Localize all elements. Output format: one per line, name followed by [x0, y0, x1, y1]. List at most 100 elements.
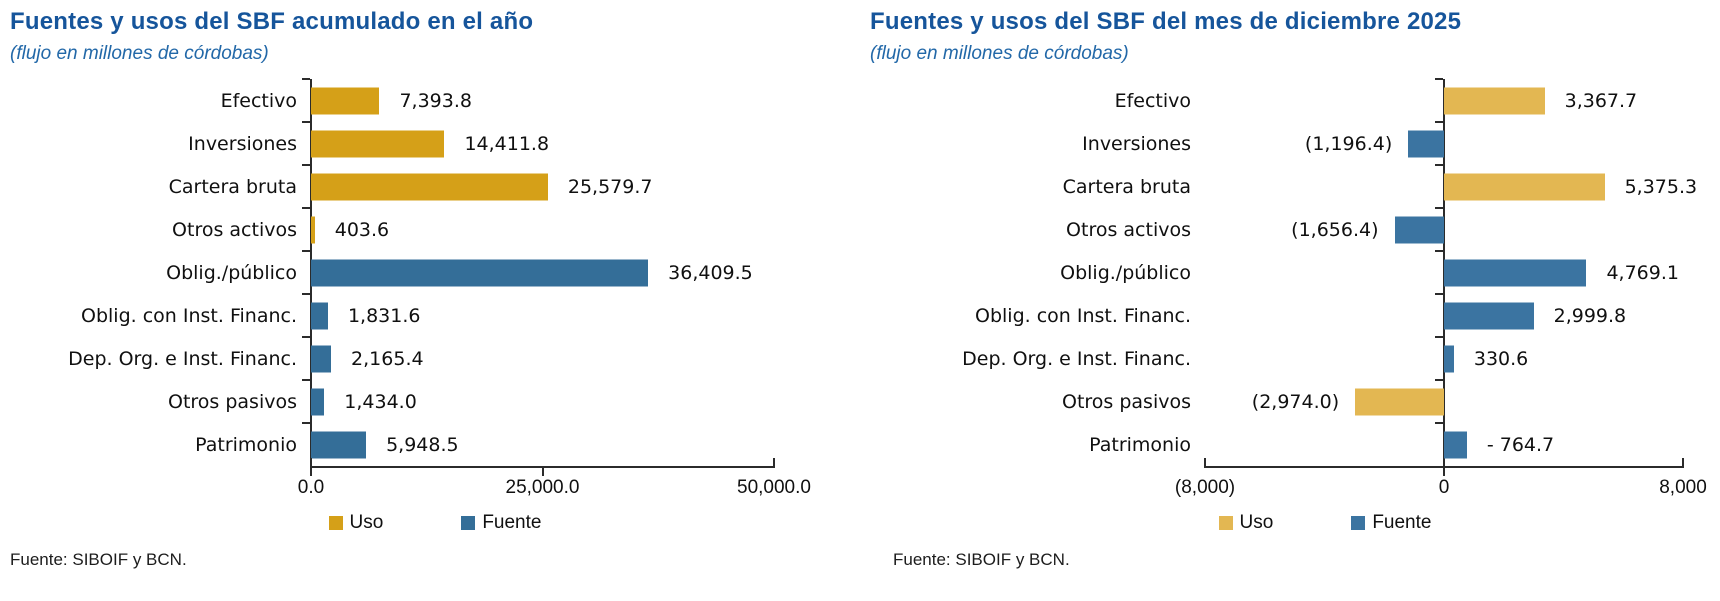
legend-swatch-fuente [1351, 516, 1366, 530]
bar [311, 216, 315, 243]
bar-area: 403.6 [302, 207, 774, 251]
bar [311, 173, 548, 200]
category-label: Patrimonio [1089, 433, 1191, 456]
bar-row: Inversiones 14,411.8 [10, 121, 800, 165]
bar-row: Cartera bruta 25,579.7 [10, 164, 800, 208]
legend-item: Fuente [461, 512, 541, 534]
axis-end-tick [1682, 458, 1684, 468]
category-axis-tick [1435, 164, 1443, 166]
legend-label: Uso [349, 512, 384, 533]
bar-area: (1,196.4) [1205, 121, 1683, 165]
bar-row: Oblig./público 4,769.1 [870, 250, 1710, 294]
bar [311, 259, 649, 286]
category-axis-tick [302, 336, 310, 338]
axis-tick-label: 0.0 [297, 477, 325, 498]
category-axis-line [1443, 380, 1445, 423]
category-axis-tick [302, 164, 310, 166]
category-label: Oblig. con Inst. Financ. [81, 304, 297, 327]
category-axis-tick [302, 121, 310, 123]
legend-swatch-uso [328, 516, 343, 530]
category-axis-line [1443, 122, 1445, 165]
bar-area: 3,367.7 [1205, 78, 1683, 122]
bar [311, 345, 332, 372]
category-label: Oblig. con Inst. Financ. [975, 304, 1191, 327]
value-label: - 764.7 [1486, 433, 1555, 456]
bar [1444, 259, 1587, 286]
bar-area: 5,375.3 [1205, 164, 1697, 208]
bar-row: Efectivo 3,367.7 [870, 78, 1710, 122]
legend: Uso Fuente [40, 512, 830, 534]
legend-label: Uso [1239, 512, 1274, 533]
category-axis-tick [302, 293, 310, 295]
bar [1394, 216, 1444, 243]
bar [1408, 130, 1444, 157]
bar-area: 5,948.5 [302, 422, 774, 466]
category-label: Otros activos [1066, 218, 1191, 241]
legend-label: Fuente [482, 512, 542, 533]
axis-tick-label: 25,000.0 [505, 477, 580, 498]
bar-row: Otros activos (1,656.4) [870, 207, 1710, 251]
bar [311, 302, 328, 329]
category-label: Otros pasivos [167, 390, 297, 413]
bar-row: Dep. Org. e Inst. Financ. 2,165.4 [10, 336, 800, 380]
category-axis-tick [302, 250, 310, 252]
value-label: 2,165.4 [351, 347, 424, 370]
value-label: 1,434.0 [344, 390, 417, 413]
value-label: 4,769.1 [1606, 261, 1679, 284]
bar-area: - 764.7 [1205, 422, 1683, 466]
bar-row: Otros pasivos (2,974.0) [870, 379, 1710, 423]
category-axis-tick [1435, 250, 1443, 252]
category-label: Patrimonio [195, 433, 297, 456]
axis-end-tick [1204, 458, 1206, 468]
legend: Uso Fuente [905, 512, 1720, 534]
value-label: 330.6 [1473, 347, 1529, 370]
bar-area: 14,411.8 [302, 121, 774, 165]
category-label: Inversiones [1082, 132, 1191, 155]
bar [1444, 345, 1454, 372]
plot-area: Efectivo 3,367.7 Inversiones (1,196.4) Carte… [870, 78, 1710, 466]
legend-label: Fuente [1372, 512, 1432, 533]
bar-row: Otros activos 403.6 [10, 207, 800, 251]
bar-row: Dep. Org. e Inst. Financ. 330.6 [870, 336, 1710, 380]
legend-item: Fuente [1351, 512, 1431, 534]
axis-tick-label: 8,000 [1659, 477, 1707, 498]
category-axis-tick [1435, 422, 1443, 424]
category-label: Otros activos [172, 218, 297, 241]
bar-area: 1,831.6 [302, 293, 774, 337]
category-label: Dep. Org. e Inst. Financ. [68, 347, 297, 370]
bar-area: 1,434.0 [302, 379, 774, 423]
axis-tick [541, 466, 544, 476]
category-label: Efectivo [1114, 89, 1191, 112]
bar [311, 130, 445, 157]
value-label: 5,948.5 [386, 433, 459, 456]
bar [1444, 87, 1545, 114]
bar-row: Oblig. con Inst. Financ. 1,831.6 [10, 293, 800, 337]
legend-item: Uso [328, 512, 384, 534]
category-label: Dep. Org. e Inst. Financ. [962, 347, 1191, 370]
category-axis-tick [1435, 379, 1443, 381]
value-label: 403.6 [334, 218, 390, 241]
category-label: Cartera bruta [1062, 175, 1191, 198]
category-axis-tick [302, 422, 310, 424]
bar-area: 25,579.7 [302, 164, 774, 208]
value-label: (1,196.4) [1304, 132, 1393, 155]
category-axis-line [1443, 208, 1445, 251]
axis-tick-label: 0 [1438, 477, 1450, 498]
category-label: Cartera bruta [168, 175, 297, 198]
bar [311, 87, 380, 114]
chart-subtitle: (flujo en millones de córdobas) [870, 43, 1129, 64]
legend-swatch-uso [1218, 516, 1233, 530]
axis-tick-label: (8,000) [1174, 477, 1236, 498]
legend-swatch-fuente [461, 516, 476, 530]
bar-area: 7,393.8 [302, 78, 774, 122]
chart-subtitle: (flujo en millones de córdobas) [10, 43, 269, 64]
category-label: Efectivo [220, 89, 297, 112]
category-label: Oblig./público [166, 261, 297, 284]
bar-area: 2,999.8 [1205, 293, 1683, 337]
category-label: Oblig./público [1060, 261, 1191, 284]
legend-item: Uso [1218, 512, 1274, 534]
value-label: 25,579.7 [567, 175, 653, 198]
bar-row: Cartera bruta 5,375.3 [870, 164, 1710, 208]
category-axis-tick [1435, 121, 1443, 123]
source-note: Fuente: SIBOIF y BCN. [10, 550, 187, 569]
